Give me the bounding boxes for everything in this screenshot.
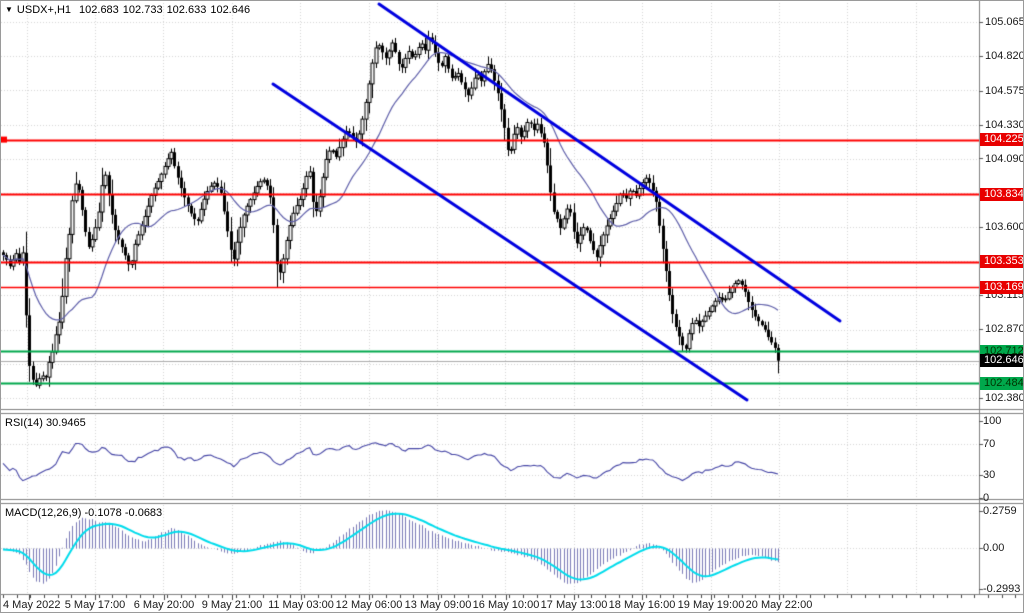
chevron-down-icon[interactable]: ▼ <box>5 5 13 14</box>
